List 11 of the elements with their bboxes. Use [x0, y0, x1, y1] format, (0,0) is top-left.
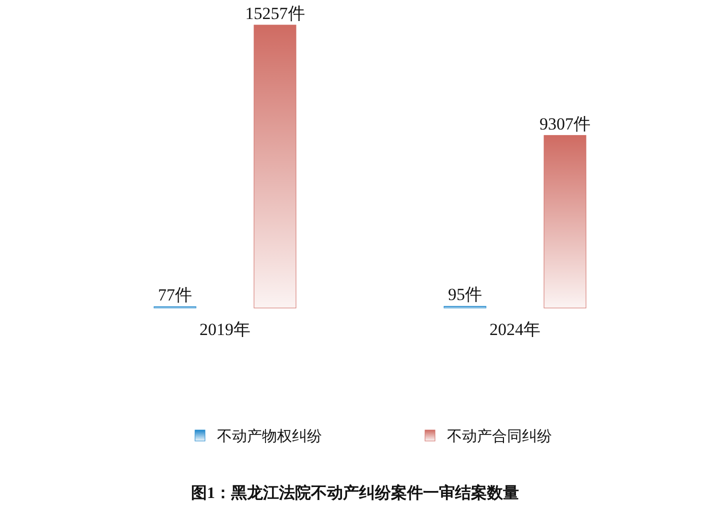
data-label: 95件	[448, 285, 482, 304]
bar	[254, 24, 296, 308]
data-label: 15257件	[245, 4, 305, 23]
x-tick-label: 2019年	[200, 320, 250, 339]
legend-label: 不动产合同纠纷	[447, 428, 552, 445]
bar	[544, 135, 586, 308]
text: 图1：黑龙江法院不动产纠纷案件一审结案数量	[191, 483, 519, 502]
x-tick-label: 2024年	[490, 320, 540, 339]
data-label: 9307件	[540, 114, 590, 134]
legend-label: 不动产物权纠纷	[217, 428, 322, 445]
data-label: 77件	[158, 286, 192, 305]
